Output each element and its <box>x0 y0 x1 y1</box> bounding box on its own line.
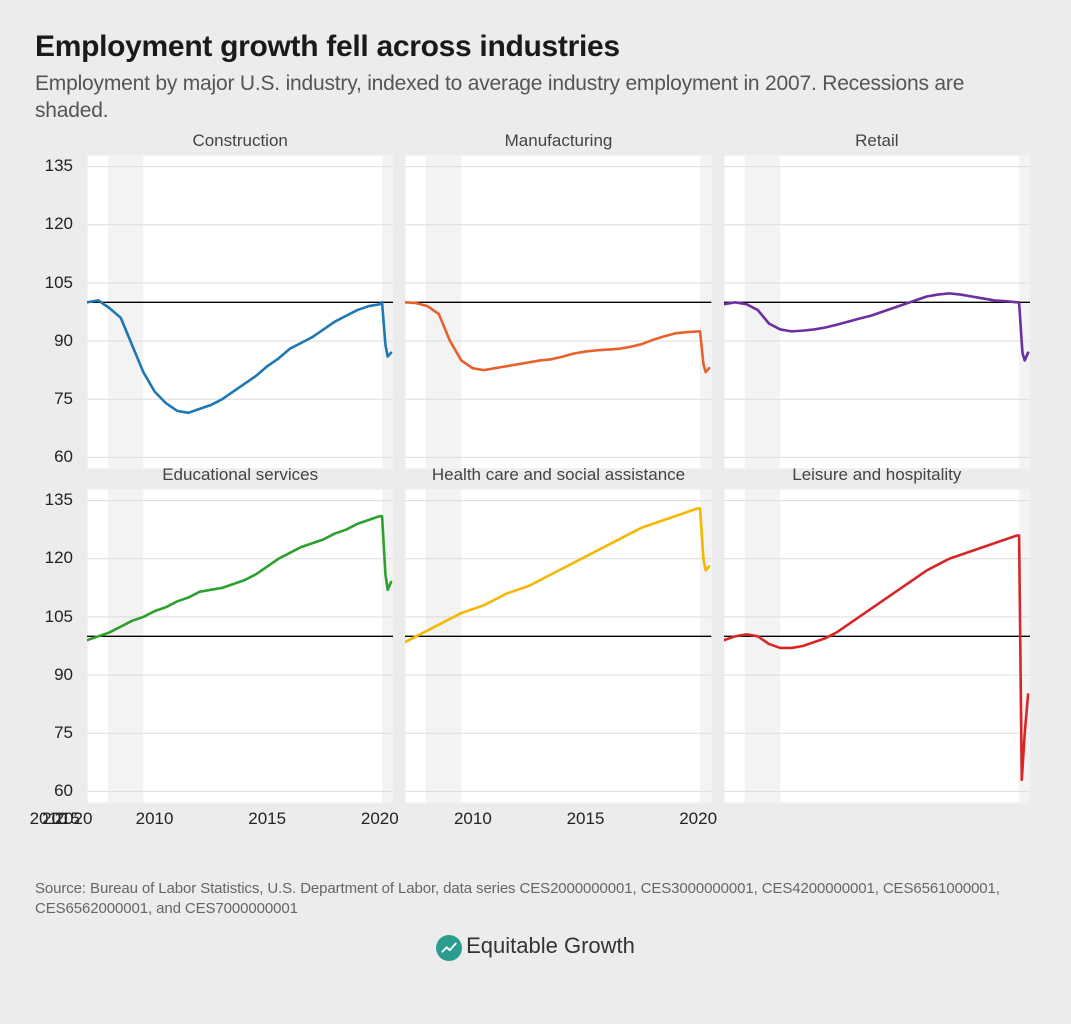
chart-panel: Leisure and hospitality <box>724 489 1030 803</box>
chart-panel: Educational services <box>87 489 393 803</box>
brand-logo-icon <box>436 935 462 961</box>
chart-panel: Construction <box>87 155 393 469</box>
panel-title: Leisure and hospitality <box>724 465 1030 485</box>
panel-title: Educational services <box>87 465 393 485</box>
y-tick-label: 135 <box>45 156 73 176</box>
panel-title: Retail <box>724 131 1030 151</box>
panel-title: Construction <box>87 131 393 151</box>
source-citation: Source: Bureau of Labor Statistics, U.S.… <box>35 879 1036 920</box>
chart-title: Employment growth fell across industries <box>35 30 1036 64</box>
x-tick-label: 2020 <box>361 809 399 829</box>
panel-title: Manufacturing <box>405 131 711 151</box>
y-tick-label: 105 <box>45 273 73 293</box>
y-tick-label: 90 <box>54 665 73 685</box>
x-tick-label: 2010 <box>454 809 492 829</box>
y-tick-label: 105 <box>45 607 73 627</box>
x-axis: 201020152020 <box>41 823 75 855</box>
brand-name: Equitable Growth <box>466 933 635 958</box>
y-tick-label: 120 <box>45 548 73 568</box>
chart-panel: Retail <box>724 155 1030 469</box>
x-axis: 201020152020 <box>87 823 393 855</box>
x-tick-label: 2015 <box>567 809 605 829</box>
y-tick-label: 60 <box>54 781 73 801</box>
chart-subtitle: Employment by major U.S. industry, index… <box>35 70 1036 125</box>
panel-title: Health care and social assistance <box>405 465 711 485</box>
y-tick-label: 135 <box>45 490 73 510</box>
x-tick-label: 2015 <box>248 809 286 829</box>
x-tick-label: 2010 <box>136 809 174 829</box>
y-tick-label: 75 <box>54 389 73 409</box>
small-multiples-grid: 60 75 90 105 120 135 60 75 90 105 120 135 Construct… <box>35 155 1036 855</box>
y-tick-label: 60 <box>54 447 73 467</box>
y-tick-label: 90 <box>54 331 73 351</box>
y-tick-label: 120 <box>45 214 73 234</box>
y-axis: 60 75 90 105 120 135 60 75 90 105 120 135 <box>35 155 81 823</box>
brand-attribution: Equitable Growth <box>35 933 1036 961</box>
chart-panel: Manufacturing <box>405 155 711 469</box>
chart-panel: Health care and social assistance <box>405 489 711 803</box>
x-tick-label: 2020 <box>679 809 717 829</box>
y-tick-label: 75 <box>54 723 73 743</box>
x-axis: 201020152020 <box>405 823 711 855</box>
